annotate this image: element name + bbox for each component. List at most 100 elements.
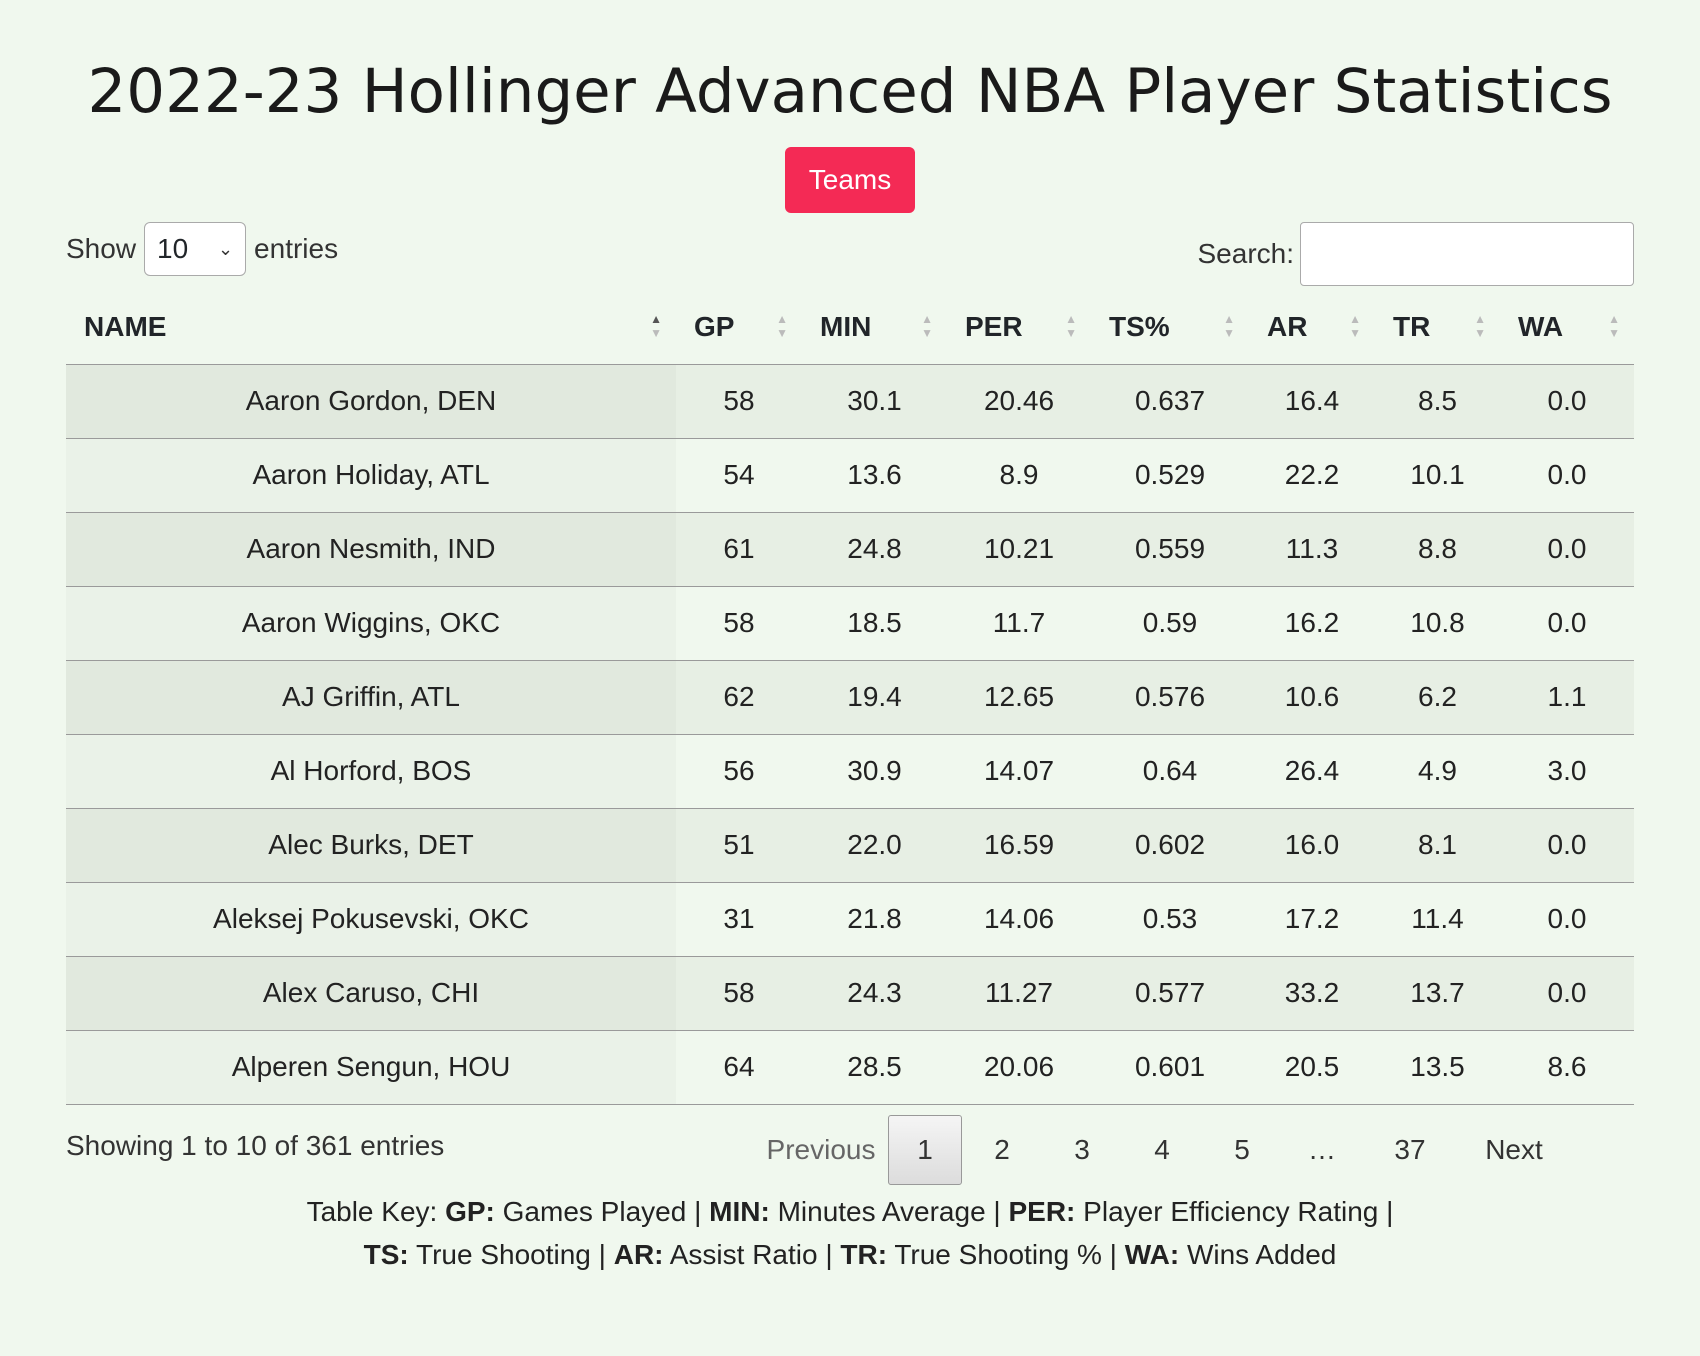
search-input[interactable] <box>1300 222 1634 286</box>
table-key-abbr: AR: <box>613 1239 664 1270</box>
cell-ts-pct: 0.576 <box>1091 660 1249 735</box>
column-header-per[interactable]: PER ▲ ▼ <box>947 290 1091 365</box>
cell-ar: 10.6 <box>1249 660 1375 735</box>
sort-arrows-icon: ▲ ▼ <box>1349 312 1361 340</box>
cell-min: 30.9 <box>802 734 947 809</box>
table-row: Alex Caruso, CHI 58 24.3 11.27 0.577 33.2 13.7… <box>66 956 1634 1031</box>
cell-tr: 13.5 <box>1375 1030 1500 1105</box>
cell-wa: 0.0 <box>1500 808 1634 883</box>
table-key-abbr: PER: <box>1008 1196 1076 1227</box>
pagination: Previous 1 2 3 4 5 … 37 Next <box>766 1113 1570 1187</box>
table-body: Aaron Gordon, DEN 58 30.1 20.46 0.637 16.4 8.5… <box>66 364 1634 1105</box>
page-button-4[interactable]: 4 <box>1154 1134 1170 1165</box>
column-header-ts-pct[interactable]: TS% ▲ ▼ <box>1091 290 1249 365</box>
next-page-button[interactable]: Next <box>1485 1134 1543 1165</box>
table-row: Alperen Sengun, HOU 64 28.5 20.06 0.601 20.5 1… <box>66 1030 1634 1105</box>
cell-name: Aaron Holiday, ATL <box>66 438 676 513</box>
cell-ar: 20.5 <box>1249 1030 1375 1105</box>
cell-wa: 0.0 <box>1500 364 1634 439</box>
column-header-tr[interactable]: TR ▲ ▼ <box>1375 290 1500 365</box>
cell-min: 22.0 <box>802 808 947 883</box>
cell-name: Alec Burks, DET <box>66 808 676 883</box>
sort-arrows-icon: ▲ ▼ <box>650 312 662 340</box>
cell-min: 24.3 <box>802 956 947 1031</box>
cell-ar: 26.4 <box>1249 734 1375 809</box>
page-button-5[interactable]: 5 <box>1234 1134 1250 1165</box>
cell-tr: 6.2 <box>1375 660 1500 735</box>
page-button-1[interactable]: 1 <box>888 1115 962 1185</box>
cell-per: 14.06 <box>947 882 1091 957</box>
cell-gp: 62 <box>676 660 802 735</box>
previous-page-button[interactable]: Previous <box>766 1134 876 1165</box>
entries-select[interactable]: 10 ⌄ <box>144 222 247 276</box>
cell-ts-pct: 0.529 <box>1091 438 1249 513</box>
column-header-label: PER <box>965 310 1023 342</box>
cell-gp: 58 <box>676 586 802 661</box>
cell-ts-pct: 0.59 <box>1091 586 1249 661</box>
stats-table: NAME ▲ ▼ GP ▲ ▼ MIN ▲ ▼ PER ▲ ▼ TS% ▲ ▼ AR ▲ ▼ TR ▲ ▼ WA ▲ ▼ Aa… <box>66 290 1634 1105</box>
cell-per: 8.9 <box>947 438 1091 513</box>
page-button-3[interactable]: 3 <box>1074 1134 1090 1165</box>
sort-arrows-icon: ▲ ▼ <box>776 312 788 340</box>
cell-per: 10.21 <box>947 512 1091 587</box>
table-info: Showing 1 to 10 of 361 entries <box>66 1130 445 1161</box>
cell-wa: 1.1 <box>1500 660 1634 735</box>
cell-wa: 0.0 <box>1500 438 1634 513</box>
cell-gp: 64 <box>676 1030 802 1105</box>
cell-gp: 58 <box>676 364 802 439</box>
cell-tr: 8.1 <box>1375 808 1500 883</box>
column-header-wa[interactable]: WA ▲ ▼ <box>1500 290 1634 365</box>
column-header-label: MIN <box>820 310 872 342</box>
cell-tr: 10.8 <box>1375 586 1500 661</box>
search-label: Search: <box>1197 238 1295 269</box>
cell-per: 11.27 <box>947 956 1091 1031</box>
sort-arrows-icon: ▲ ▼ <box>1474 312 1486 340</box>
cell-ts-pct: 0.53 <box>1091 882 1249 957</box>
cell-wa: 0.0 <box>1500 956 1634 1031</box>
cell-name: Aaron Nesmith, IND <box>66 512 676 587</box>
cell-min: 13.6 <box>802 438 947 513</box>
pagination-ellipsis: … <box>1308 1134 1336 1165</box>
cell-per: 12.65 <box>947 660 1091 735</box>
column-header-min[interactable]: MIN ▲ ▼ <box>802 290 947 365</box>
cell-ts-pct: 0.601 <box>1091 1030 1249 1105</box>
cell-tr: 10.1 <box>1375 438 1500 513</box>
teams-button[interactable]: Teams <box>785 147 915 213</box>
table-key-desc: Wins Added <box>1186 1239 1337 1270</box>
cell-per: 11.7 <box>947 586 1091 661</box>
sort-arrows-icon: ▲ ▼ <box>921 312 933 340</box>
column-header-ar[interactable]: AR ▲ ▼ <box>1249 290 1375 365</box>
cell-min: 24.8 <box>802 512 947 587</box>
cell-per: 14.07 <box>947 734 1091 809</box>
page-button-2[interactable]: 2 <box>994 1134 1010 1165</box>
cell-name: Aleksej Pokusevski, OKC <box>66 882 676 957</box>
table-key: Table Key: GP: Games Played | MIN: Minut… <box>306 1196 1394 1270</box>
table-key-abbr: WA: <box>1124 1239 1180 1270</box>
table-row: Aaron Wiggins, OKC 58 18.5 11.7 0.59 16.2 10.8… <box>66 586 1634 661</box>
column-header-gp[interactable]: GP ▲ ▼ <box>676 290 802 365</box>
table-key-abbr: TR: <box>840 1239 888 1270</box>
cell-tr: 11.4 <box>1375 882 1500 957</box>
table-row: Alec Burks, DET 51 22.0 16.59 0.602 16.0 8.1 0.… <box>66 808 1634 883</box>
cell-name: Aaron Gordon, DEN <box>66 364 676 439</box>
cell-min: 19.4 <box>802 660 947 735</box>
table-header-row: NAME ▲ ▼ GP ▲ ▼ MIN ▲ ▼ PER ▲ ▼ TS% ▲ ▼ AR ▲ ▼ TR ▲ ▼ WA ▲ ▼ <box>66 290 1634 365</box>
cell-name: Aaron Wiggins, OKC <box>66 586 676 661</box>
show-label: Show <box>66 233 137 264</box>
table-row: Aaron Nesmith, IND 61 24.8 10.21 0.559 11.3 8.… <box>66 512 1634 587</box>
table-key-desc: True Shooting <box>416 1239 591 1270</box>
cell-gp: 56 <box>676 734 802 809</box>
sort-arrows-icon: ▲ ▼ <box>1223 312 1235 340</box>
table-key-abbr: TS: <box>363 1239 409 1270</box>
cell-tr: 8.8 <box>1375 512 1500 587</box>
cell-wa: 0.0 <box>1500 512 1634 587</box>
column-header-name[interactable]: NAME ▲ ▼ <box>66 290 676 365</box>
table-key-desc: True Shooting % <box>894 1239 1102 1270</box>
cell-ts-pct: 0.64 <box>1091 734 1249 809</box>
chevron-down-icon: ⌄ <box>217 238 234 259</box>
page-button-37[interactable]: 37 <box>1394 1134 1426 1165</box>
table-row: Al Horford, BOS 56 30.9 14.07 0.64 26.4 4.9 3.0 <box>66 734 1634 809</box>
cell-gp: 51 <box>676 808 802 883</box>
cell-tr: 4.9 <box>1375 734 1500 809</box>
table-row: Aaron Holiday, ATL 54 13.6 8.9 0.529 22.2 10.1… <box>66 438 1634 513</box>
